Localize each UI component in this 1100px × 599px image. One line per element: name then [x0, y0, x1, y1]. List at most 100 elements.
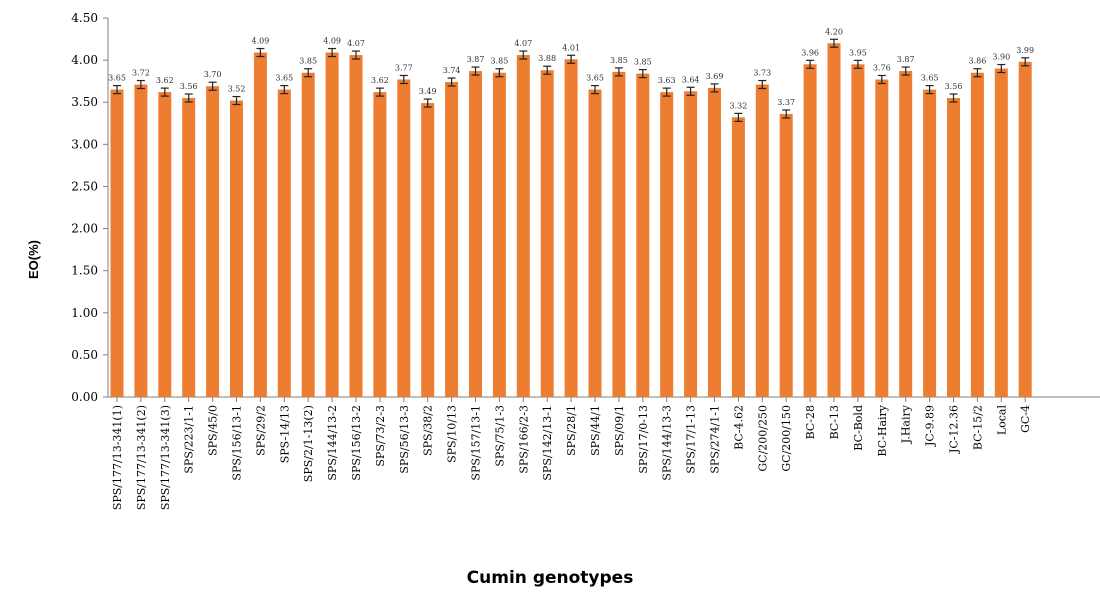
data-label: 3.96: [801, 48, 819, 57]
bar: [636, 73, 650, 397]
x-tick-label: BC-4.62: [732, 405, 745, 450]
x-tick-label: SPS/73/2-3: [374, 405, 387, 467]
x-tick-label: SPS/28/1: [565, 405, 578, 456]
bar: [206, 86, 220, 397]
data-label: 3.90: [992, 53, 1010, 62]
x-tick-label: BC-28: [804, 405, 817, 439]
bar: [923, 89, 937, 397]
data-label: 3.70: [204, 70, 222, 79]
bar: [731, 117, 745, 397]
data-label: 3.65: [586, 74, 604, 83]
x-tick-label: BC-Hairy: [876, 404, 889, 456]
data-label: 4.09: [323, 37, 341, 46]
y-tick-label: 1.00: [71, 306, 98, 320]
bar: [182, 98, 196, 397]
bar: [158, 92, 172, 398]
x-tick-label: Local: [995, 405, 1008, 436]
data-label: 3.56: [945, 82, 963, 91]
data-label: 3.62: [371, 76, 389, 85]
x-tick-label: SPS/156/13-1: [231, 405, 244, 481]
x-tick-label: GC/200/150: [780, 405, 793, 472]
data-label: 3.76: [873, 63, 891, 72]
bar: [803, 64, 817, 398]
bar: [277, 89, 291, 397]
bar: [660, 92, 674, 398]
x-tick-label: SPS/144/13-2: [326, 405, 339, 481]
y-tick-label: 4.50: [71, 11, 98, 25]
x-tick-label: SPS-14/13: [278, 405, 291, 463]
y-tick-label: 2.50: [71, 179, 98, 193]
x-tick-label: BC-15/2: [971, 405, 984, 450]
bar: [899, 71, 913, 397]
x-tick-label: SPS/17/0-13: [637, 405, 650, 474]
data-label: 4.01: [562, 43, 580, 52]
data-label: 3.72: [132, 69, 150, 78]
bar: [230, 100, 243, 397]
bar: [469, 71, 482, 397]
bar: [397, 79, 411, 397]
data-label: 3.63: [658, 76, 676, 85]
bar: [516, 55, 530, 398]
x-tick-label: GC-4: [1019, 405, 1032, 433]
bar: [540, 70, 554, 398]
data-label: 3.95: [849, 48, 867, 57]
y-tick-label: 0.00: [71, 390, 98, 404]
data-label: 3.99: [1016, 46, 1034, 55]
x-tick-label: JC-9.89: [924, 405, 937, 447]
bar: [970, 72, 984, 397]
x-tick-label: SPS/142/13-1: [541, 405, 554, 481]
x-tick-label: SPS/223/1-1: [183, 405, 196, 474]
data-label: 3.85: [299, 57, 317, 66]
bar: [684, 91, 698, 398]
x-axis-title: Cumin genotypes: [466, 568, 634, 588]
bar: [373, 92, 387, 398]
y-tick-label: 0.50: [71, 348, 98, 362]
x-tick-label: BC-Bold: [852, 405, 865, 451]
x-tick-label: SPS/56/13-3: [398, 405, 411, 474]
bar: [325, 52, 339, 397]
y-tick-label: 4.00: [71, 53, 98, 67]
bar: [110, 89, 124, 397]
bar: [492, 72, 506, 397]
x-tick-label: SPS/274/1-1: [709, 405, 722, 474]
bar: [827, 43, 841, 398]
x-tick-label: SPS/75/1-3: [493, 405, 506, 467]
bar: [421, 103, 435, 397]
bar: [612, 71, 626, 397]
data-label: 3.85: [610, 56, 628, 65]
bar: [588, 89, 602, 397]
bar: [947, 98, 960, 397]
x-tick-label: SPS/177/13-341(1): [111, 405, 124, 510]
data-label: 4.07: [347, 39, 365, 48]
data-label: 3.49: [419, 87, 437, 96]
bar: [875, 79, 889, 397]
data-label: 3.87: [897, 55, 915, 64]
bar: [994, 68, 1008, 398]
data-label: 3.87: [467, 55, 485, 64]
data-label: 3.37: [777, 98, 795, 107]
data-label: 3.85: [490, 57, 508, 66]
data-label: 3.65: [275, 74, 293, 83]
bar: [301, 72, 315, 397]
bar: [253, 52, 267, 397]
bar: [755, 84, 769, 397]
data-label: 3.69: [706, 72, 724, 81]
data-label: 3.85: [634, 58, 652, 67]
x-tick-label: SPS/09/1: [613, 405, 626, 456]
bar: [134, 84, 148, 397]
bar: [779, 114, 793, 397]
x-tick-label: SPS/166/2-3: [517, 405, 530, 474]
x-tick-label: SPS/2/1-13(2): [302, 405, 315, 482]
bar: [445, 82, 459, 398]
x-tick-label: SPS/38/2: [422, 405, 435, 456]
x-tick-label: SPS/45/0: [207, 405, 220, 456]
bar: [349, 55, 363, 398]
data-label: 3.65: [921, 74, 939, 83]
data-label: 3.64: [682, 75, 700, 84]
y-tick-label: 3.50: [71, 95, 98, 109]
x-tick-label: J.Hairy: [900, 404, 913, 444]
x-tick-label: SPS/156/13-2: [350, 405, 363, 481]
bar: [564, 59, 578, 397]
